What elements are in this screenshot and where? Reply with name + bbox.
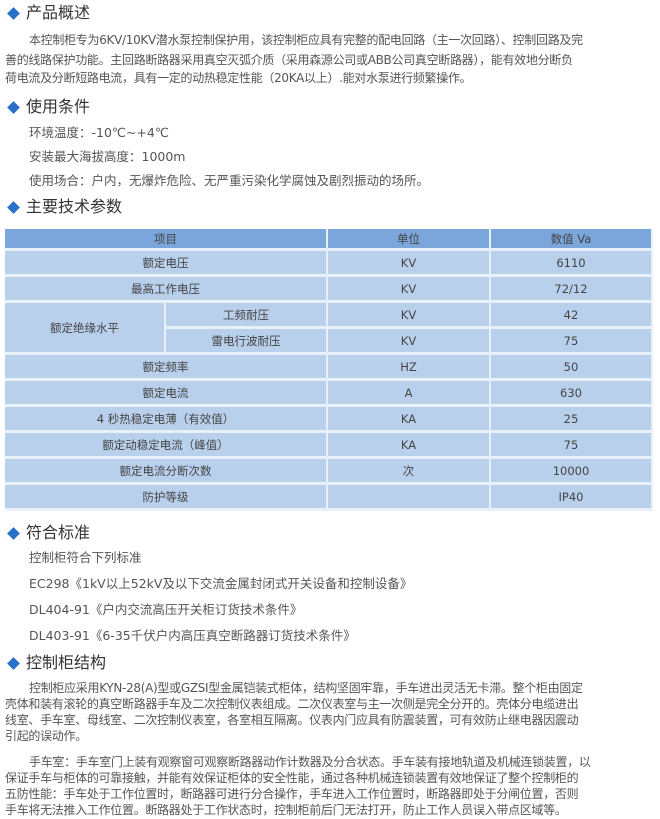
cell-value: IP40 [491, 485, 653, 511]
overview-line: 善的线路保护功能。主回路断路器采用真空灭弧介质（采用森源公司或ABB公司真空断路… [5, 53, 573, 67]
table-row: 雷电行波耐压 KV 75 [5, 329, 653, 355]
table-row: 额定电流分断次数次 10000 [5, 459, 653, 485]
standard-item: EC298《1kV以上52kV及以下交流金属封闭式开关设备和控制设备》 [29, 576, 413, 591]
heading-text: 主要技术参数 [26, 197, 123, 216]
heading-text: 产品概述 [26, 3, 91, 22]
cell-value: 25 [491, 407, 653, 433]
cell-unit [328, 485, 491, 511]
heading-text: 使用条件 [26, 97, 91, 116]
structure-line: 引起的误动作。 [5, 729, 87, 743]
overview-line: 本控制柜专为6KV/10KV潜水泵控制保护用，该控制柜应具有完整的配电回路（主一… [29, 33, 583, 47]
cell-value: 10000 [491, 459, 653, 485]
table-row: 额定频率 HZ 50 [5, 355, 653, 381]
table-row: 额定电流 A 630 [5, 381, 653, 407]
params-table: 项目 单位 数值 Va 额定电压 KV 6110 最高工作电压 KV 72/12 额定绝缘水… [5, 229, 653, 511]
header-unit: 单位 [328, 229, 491, 251]
table-row: 防护等级 IP40 [5, 485, 653, 511]
heading-conditions: 使用条件 [6, 96, 90, 118]
cell-value: 42 [491, 303, 653, 329]
heading-structure: 控制柜结构 [6, 652, 106, 674]
heading-text: 符合标准 [26, 523, 91, 542]
table-row: 最高工作电压 KV 72/12 [5, 277, 653, 303]
standard-item: 控制柜符合下列标准 [29, 550, 142, 565]
structure-line: 五防性能：手车处于工作位置时，断路器可进行分合操作，手车进入工作位置时，断路器即… [5, 787, 579, 801]
structure-line: 保证手车与柜体的可靠接触，并能有效保证柜体的安全性能，通过各种机械连锁装置有效地… [5, 771, 579, 785]
diamond-bullet-icon [7, 200, 20, 214]
cell-unit: 次 [328, 459, 491, 485]
cell-unit: A [328, 381, 491, 407]
cell-item: 最高工作电压 [5, 277, 328, 303]
cell-unit: KV [328, 277, 491, 303]
cell-item: 额定电流分断次数 [5, 459, 328, 485]
table-row: 额定绝缘水平 工频耐压 KV 42 [5, 303, 653, 355]
cell-item: 额定电流 [5, 381, 328, 407]
standard-item: DL404-91《户内交流高压开关柜订货技术条件》 [29, 602, 303, 617]
heading-params: 主要技术参数 [6, 196, 122, 218]
cell-item: 4 秒热稳定电薄（有效值） [5, 407, 328, 433]
cell-value: 630 [491, 381, 653, 407]
cell-value: 50 [491, 355, 653, 381]
condition-item: 使用场合：户内，无爆炸危险、无严重污染化学腐蚀及剧烈振动的场所。 [29, 173, 430, 188]
table-row: 4 秒热稳定电薄（有效值） KA 25 [5, 407, 653, 433]
cell-item: 额定动稳定电流（峰值） [5, 433, 328, 459]
structure-line: 壳体和装有滚轮的真空断路器手车及二次控制仪表组成。二次仪表室与主一次侧是完全分开… [5, 697, 579, 711]
diamond-bullet-icon [7, 100, 20, 114]
standard-item: DL403-91《6-35千伏户内高压真空断路器订货技术条件》 [29, 628, 356, 643]
structure-line: 线室、手车室、母线室、二次控制仪表室，各室相互隔离。仪表内门应具有防震装置，可有… [5, 713, 579, 727]
diamond-bullet-icon [7, 656, 20, 670]
heading-text: 控制柜结构 [26, 653, 107, 672]
cell-value: 6110 [491, 251, 653, 277]
heading-standards: 符合标准 [6, 522, 90, 544]
cell-value: 75 [491, 329, 653, 355]
cell-item: 防护等级 [5, 485, 328, 511]
diamond-bullet-icon [7, 6, 20, 20]
header-value: 数值 Va [491, 229, 653, 251]
cell-unit: KV [328, 329, 491, 355]
structure-line: 控制柜应采用KYN-28(A)型或GZSI型金属铠装式柜体，结构坚固牢靠，手车进… [29, 681, 583, 695]
cell-group: 额定绝缘水平 [5, 303, 166, 355]
cell-item: 额定电压 [5, 251, 328, 277]
structure-line: 手车室：手车室门上装有观察窗可观察断路器动作计数器及分合状态。手车装有接地轨道及… [29, 755, 591, 769]
table-header-row: 项目 单位 数值 Va [5, 229, 653, 251]
cell-value: 75 [491, 433, 653, 459]
cell-unit: HZ [328, 355, 491, 381]
cell-unit: KV [328, 251, 491, 277]
overview-line: 荷电流及分断短路电流，具有一定的动热稳定性能（20KA以上）.能对水泵进行频繁操… [5, 71, 472, 85]
cell-item: 雷电行波耐压 [166, 329, 328, 355]
condition-item: 环境温度：-10℃~+4℃ [29, 125, 169, 140]
cell-unit: KV [328, 303, 491, 329]
condition-item: 安装最大海拔高度：1000m [29, 149, 186, 164]
header-item: 项目 [5, 229, 328, 251]
table-row: 额定动稳定电流（峰值） KA 75 [5, 433, 653, 459]
table-row: 额定电压 KV 6110 [5, 251, 653, 277]
cell-unit: KA [328, 407, 491, 433]
cell-item: 工频耐压 [166, 303, 328, 329]
cell-item: 额定频率 [5, 355, 328, 381]
cell-value: 72/12 [491, 277, 653, 303]
structure-line: 手车将无法推入工作位置。断路器处于工作状态时，控制柜前后门无法打开，防止工作人员… [5, 803, 567, 817]
cell-unit: KA [328, 433, 491, 459]
diamond-bullet-icon [7, 526, 20, 540]
heading-overview: 产品概述 [6, 2, 90, 24]
